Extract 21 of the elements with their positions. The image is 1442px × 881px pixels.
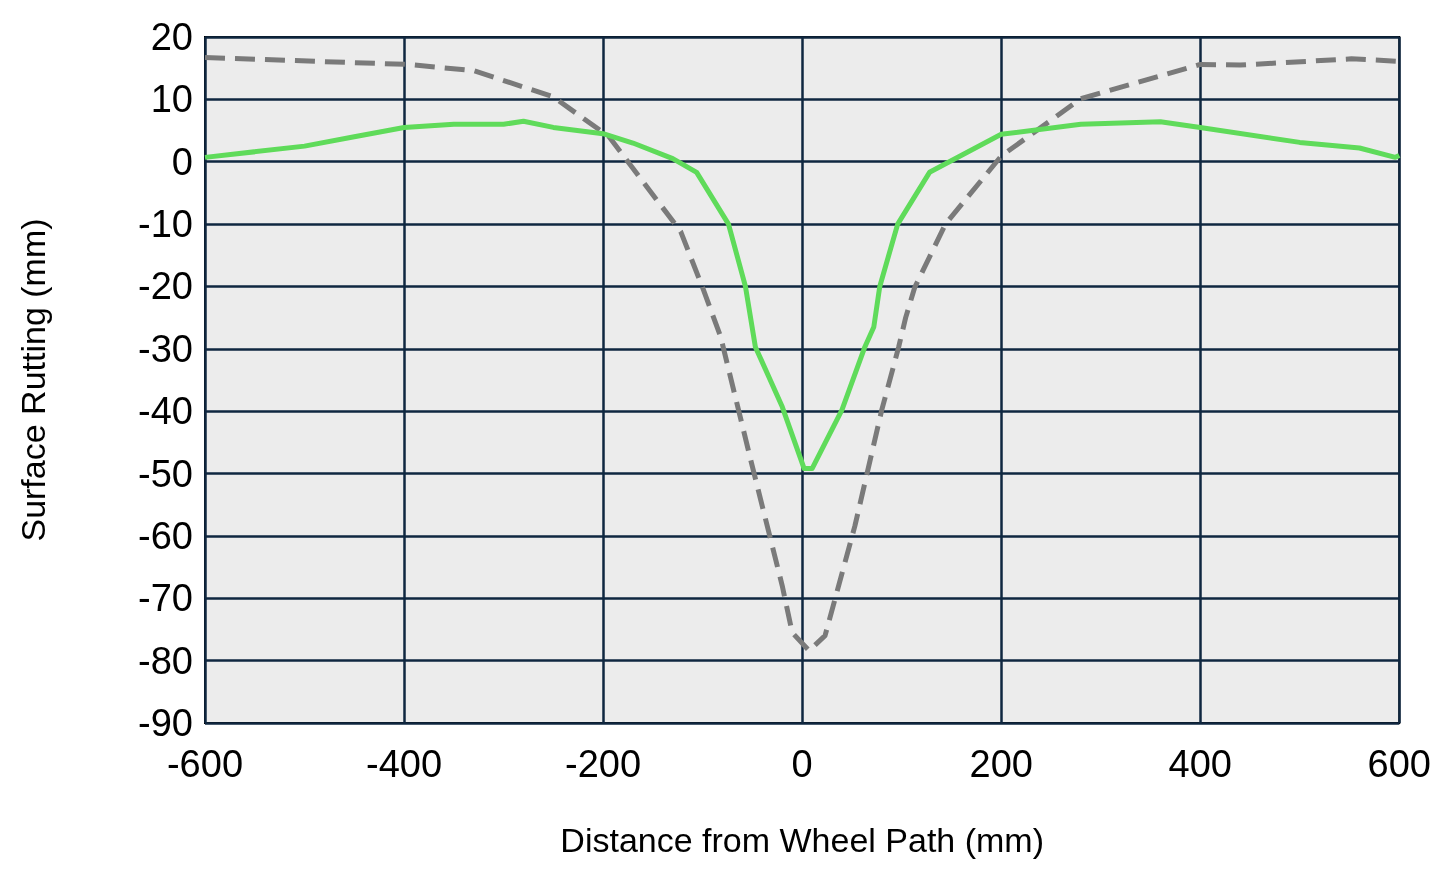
x-tick-label: -400 <box>366 743 443 785</box>
x-tick-label: 0 <box>791 743 813 785</box>
y-tick-label: 0 <box>171 140 193 183</box>
x-axis-title: Distance from Wheel Path (mm) <box>560 821 1044 859</box>
x-tick-label: -200 <box>565 743 642 785</box>
y-tick-label: -70 <box>138 577 193 620</box>
x-tick-label: 200 <box>969 743 1033 785</box>
x-tick-label: -600 <box>166 743 244 785</box>
y-tick-label: -50 <box>138 452 193 495</box>
y-tick-label: -80 <box>138 639 193 682</box>
y-tick-label: -60 <box>138 514 193 557</box>
y-tick-label: -10 <box>138 203 193 246</box>
y-tick-label: -30 <box>138 327 193 370</box>
y-tick-label: 20 <box>150 16 193 58</box>
y-tick-label: 10 <box>150 78 193 121</box>
x-tick-label: 400 <box>1168 743 1232 785</box>
x-tick-label: 600 <box>1367 743 1431 785</box>
y-tick-label: -20 <box>138 265 193 308</box>
y-tick-label: -40 <box>138 390 193 433</box>
y-tick-label: -90 <box>138 702 193 744</box>
y-axis-title: Surface Rutting (mm) <box>14 218 52 542</box>
